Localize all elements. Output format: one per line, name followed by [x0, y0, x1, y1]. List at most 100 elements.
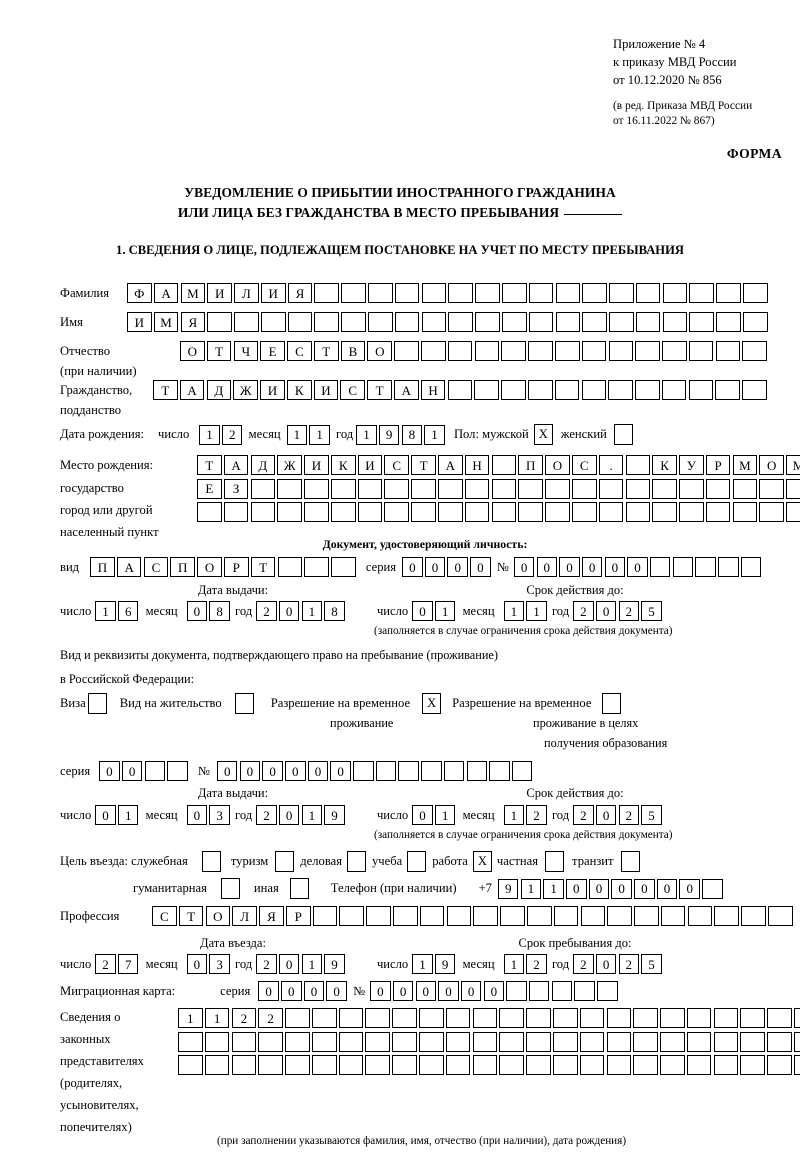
char-cell[interactable]: 6 — [117, 601, 139, 621]
char-cell[interactable] — [554, 341, 580, 361]
char-cell[interactable]: 0 — [392, 981, 414, 1001]
char-cell[interactable]: 1 — [543, 878, 564, 899]
char-cell[interactable] — [552, 1031, 578, 1052]
char-cell[interactable]: М — [786, 455, 800, 475]
char-cell[interactable] — [732, 502, 758, 522]
char-cell[interactable]: 2 — [95, 954, 116, 974]
char-cell[interactable]: 0 — [121, 761, 143, 781]
char-cell[interactable] — [473, 906, 498, 926]
char-cell[interactable] — [394, 312, 420, 332]
char-cell[interactable]: 2 — [258, 1008, 283, 1028]
char-cell[interactable] — [231, 1031, 257, 1052]
char-cell[interactable]: 1 — [286, 424, 308, 445]
char-cell[interactable]: И — [304, 455, 329, 475]
char-cell[interactable]: 1 — [204, 1008, 230, 1028]
char-cell[interactable] — [608, 380, 633, 400]
char-cell[interactable] — [526, 1008, 551, 1028]
char-cell[interactable] — [499, 1055, 524, 1075]
char-cell[interactable] — [445, 1055, 471, 1075]
purpose-transit-checkbox[interactable] — [620, 851, 640, 872]
char-cell[interactable] — [528, 981, 550, 1001]
char-cell[interactable]: Ф — [127, 283, 152, 303]
char-cell[interactable] — [258, 1055, 283, 1075]
char-cell[interactable] — [672, 557, 694, 577]
char-cell[interactable] — [277, 557, 303, 577]
char-cell[interactable]: С — [571, 455, 597, 475]
char-cell[interactable] — [686, 1031, 712, 1052]
char-cell[interactable] — [223, 502, 249, 522]
char-cell[interactable] — [606, 1008, 632, 1028]
char-cell[interactable]: 0 — [258, 981, 279, 1001]
char-cell[interactable] — [555, 312, 581, 332]
char-cell[interactable]: 0 — [483, 981, 505, 1001]
char-cell[interactable] — [411, 478, 436, 499]
char-cell[interactable] — [421, 312, 447, 332]
char-cell[interactable] — [526, 1055, 551, 1075]
sex-male-checkbox[interactable]: X — [533, 424, 553, 445]
char-cell[interactable]: 0 — [186, 954, 208, 974]
char-cell[interactable]: П — [170, 557, 196, 577]
char-cell[interactable]: 0 — [412, 805, 433, 825]
char-cell[interactable]: 0 — [262, 761, 283, 781]
char-cell[interactable] — [635, 312, 661, 332]
char-cell[interactable] — [581, 380, 607, 400]
char-cell[interactable] — [501, 380, 526, 400]
char-cell[interactable] — [234, 312, 259, 332]
char-cell[interactable]: 2 — [573, 805, 594, 825]
char-cell[interactable] — [582, 312, 607, 332]
char-cell[interactable] — [368, 283, 393, 303]
char-cell[interactable]: 9 — [378, 424, 400, 445]
char-cell[interactable]: 0 — [307, 761, 329, 781]
char-cell[interactable]: Л — [232, 906, 257, 926]
char-cell[interactable]: 5 — [641, 954, 662, 974]
char-cell[interactable] — [375, 761, 397, 781]
char-cell[interactable] — [231, 1055, 257, 1075]
char-cell[interactable] — [713, 1055, 739, 1075]
char-cell[interactable] — [392, 1031, 417, 1052]
char-cell[interactable] — [649, 557, 671, 577]
char-cell[interactable]: Р — [705, 455, 731, 475]
char-cell[interactable] — [625, 502, 651, 522]
char-cell[interactable]: З — [223, 478, 249, 499]
char-cell[interactable]: 0 — [447, 557, 468, 577]
char-cell[interactable]: О — [759, 455, 784, 475]
char-cell[interactable] — [571, 502, 597, 522]
char-cell[interactable] — [501, 341, 526, 361]
char-cell[interactable]: Н — [464, 455, 490, 475]
char-cell[interactable]: 2 — [573, 601, 594, 621]
char-cell[interactable] — [635, 341, 660, 361]
char-cell[interactable] — [501, 283, 527, 303]
char-cell[interactable] — [304, 478, 329, 499]
char-cell[interactable]: 9 — [324, 805, 345, 825]
char-cell[interactable] — [635, 283, 661, 303]
char-cell[interactable]: Т — [250, 557, 276, 577]
char-cell[interactable] — [634, 906, 659, 926]
char-cell[interactable] — [518, 478, 543, 499]
char-cell[interactable]: 0 — [285, 761, 306, 781]
char-cell[interactable]: А — [394, 380, 419, 400]
char-cell[interactable] — [625, 455, 651, 475]
char-cell[interactable] — [742, 341, 767, 361]
char-cell[interactable]: К — [330, 455, 356, 475]
char-cell[interactable] — [466, 761, 488, 781]
char-cell[interactable]: 1 — [424, 424, 445, 445]
purpose-humanitarian-checkbox[interactable] — [220, 878, 240, 899]
char-cell[interactable]: 0 — [412, 601, 433, 621]
char-cell[interactable] — [702, 878, 723, 899]
char-cell[interactable] — [518, 502, 543, 522]
char-cell[interactable] — [312, 906, 338, 926]
char-cell[interactable] — [464, 478, 490, 499]
char-cell[interactable] — [740, 1008, 765, 1028]
char-cell[interactable]: 0 — [611, 878, 632, 899]
char-cell[interactable] — [472, 1055, 498, 1075]
char-cell[interactable]: Д — [206, 380, 232, 400]
char-cell[interactable] — [689, 312, 714, 332]
char-cell[interactable] — [715, 341, 741, 361]
char-cell[interactable]: 0 — [588, 878, 610, 899]
